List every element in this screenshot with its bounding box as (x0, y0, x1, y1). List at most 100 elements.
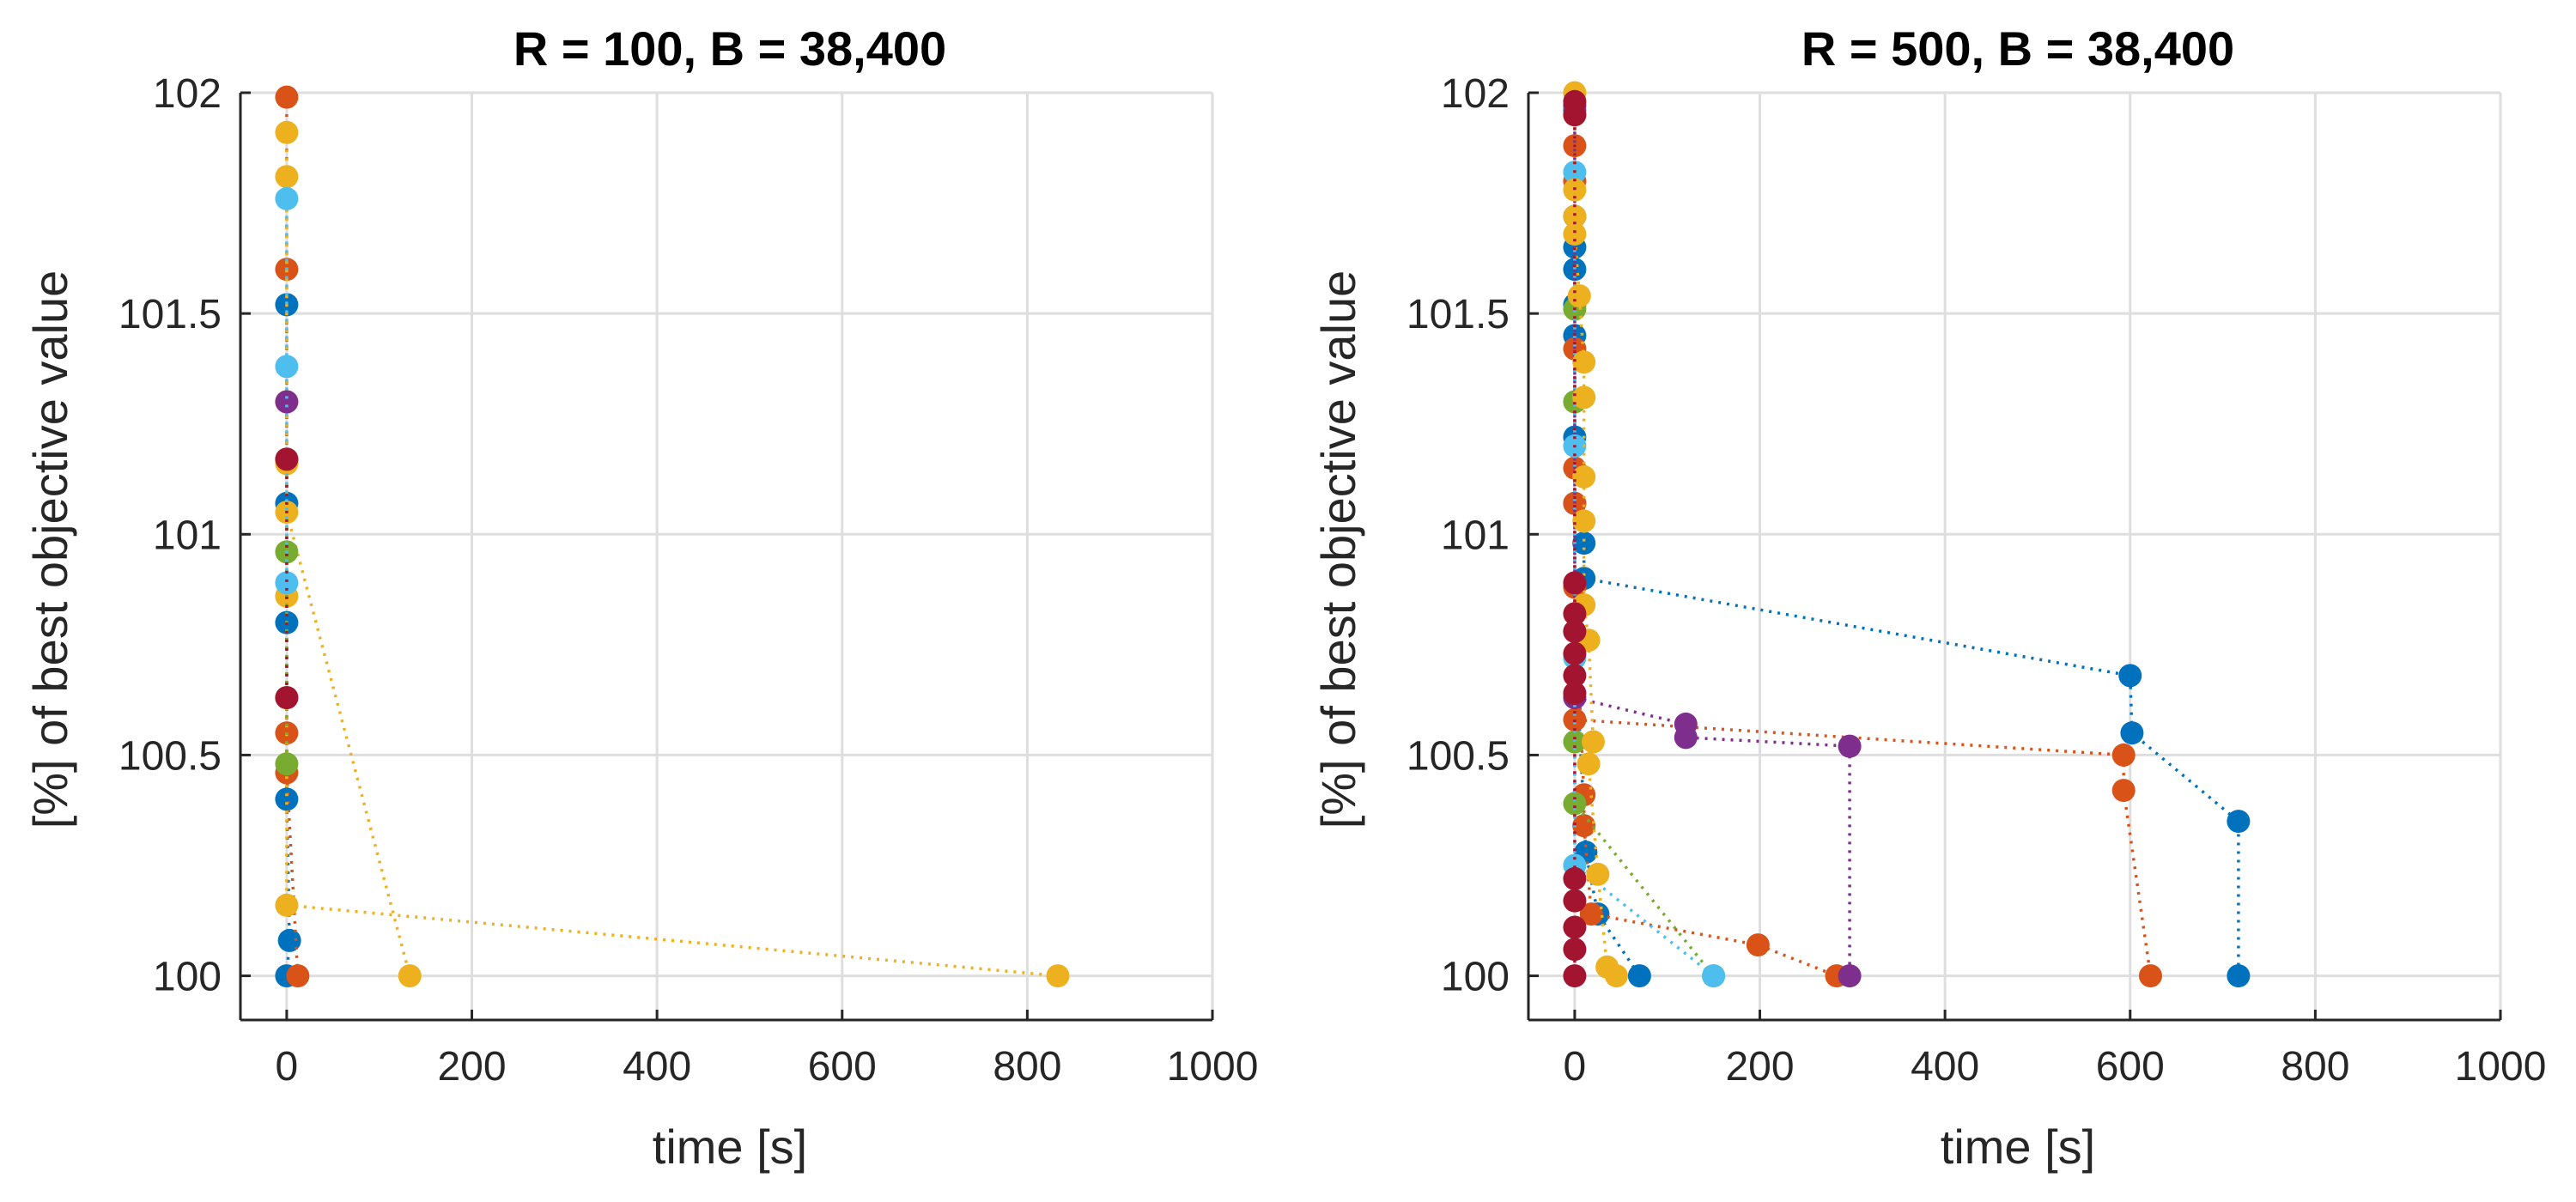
data-point (1046, 964, 1070, 988)
data-point (2120, 721, 2144, 745)
data-point (1674, 725, 1698, 750)
data-point (1577, 752, 1601, 776)
series-maroon (1563, 89, 1587, 988)
x-tick-label: 400 (1911, 1044, 1979, 1090)
data-point (1838, 964, 1862, 988)
series-blue-a (1572, 531, 2251, 988)
x-tick-label: 200 (1725, 1044, 1794, 1090)
data-point (1563, 964, 1587, 988)
data-point (1627, 964, 1651, 988)
data-point (2111, 779, 2136, 803)
data-point (275, 752, 299, 776)
y-axis-label: [%] of best objective value (1311, 270, 1365, 829)
grid (1528, 91, 2502, 1020)
series-line (1573, 106, 1851, 976)
x-tick-label: 800 (2281, 1044, 2349, 1090)
series-maroon (275, 447, 299, 710)
y-tick-label: 101 (1441, 513, 1510, 558)
y-tick-label: 101.5 (1406, 292, 1510, 337)
x-tick-label: 0 (1564, 1044, 1587, 1090)
data-point (1563, 681, 1587, 705)
data-point (1563, 204, 1587, 228)
data-point (1572, 464, 1596, 489)
chart-title: R = 100, B = 38,400 (513, 21, 946, 76)
data-point (275, 355, 299, 379)
series-line (1582, 543, 2240, 976)
data-point (275, 120, 299, 144)
data-point (1563, 571, 1587, 595)
data-point (1563, 103, 1587, 127)
x-axis-label: time [s] (653, 1120, 807, 1174)
series-line (285, 97, 300, 976)
data-point (2138, 964, 2162, 988)
data-point (1579, 902, 1603, 926)
data-point (275, 390, 299, 414)
series-orange (275, 85, 310, 988)
y-axis-label: [%] of best objective value (23, 270, 77, 829)
y-tick-label: 102 (153, 71, 222, 117)
data-point (1563, 938, 1587, 962)
chart-title: R = 500, B = 38,400 (1801, 21, 2234, 76)
data-point (1563, 222, 1587, 246)
series-cyan (275, 186, 299, 595)
data-point (1567, 284, 1591, 308)
data-point (1702, 964, 1726, 988)
data-point (2227, 964, 2251, 988)
data-point (286, 964, 310, 988)
data-point (275, 165, 299, 189)
data-point (1563, 619, 1587, 643)
data-point (1572, 385, 1596, 410)
data-point (2227, 810, 2251, 834)
y-tick-label: 100.5 (118, 733, 222, 779)
series-line (1573, 145, 2153, 976)
data-point (1838, 734, 1862, 758)
x-tick-label: 600 (808, 1044, 877, 1090)
data-point (1586, 862, 1610, 886)
chart-left: 0 200 400 600 800 1000 100 100.5 101 101.5 102 R = … (23, 21, 1258, 1174)
data-point (275, 686, 299, 710)
grid (240, 91, 1214, 1020)
y-tick-label: 101.5 (118, 292, 222, 337)
data-point (1746, 933, 1770, 957)
data-point (1563, 866, 1587, 890)
x-tick-label: 600 (2096, 1044, 2165, 1090)
series-line (285, 132, 1059, 978)
chart-right: 0 200 400 600 800 1000 100 100.5 101 101.5 102 R = … (1311, 21, 2546, 1174)
data-point (1563, 641, 1587, 665)
data-point (1581, 730, 1605, 754)
x-tick-label: 1000 (1167, 1044, 1259, 1090)
data-point (1563, 915, 1587, 939)
data-point (1604, 964, 1628, 988)
data-point (2111, 743, 2136, 767)
data-point (275, 893, 299, 917)
data-point (275, 447, 299, 471)
series-yellow (275, 120, 1070, 988)
series-orange-a (1563, 134, 2162, 988)
y-tick-label: 100 (1441, 955, 1510, 1000)
series-purple (1563, 94, 1862, 988)
x-tick-label: 800 (993, 1044, 1061, 1090)
data-point (1563, 664, 1587, 688)
data-point (1563, 792, 1587, 816)
series-orange-b (1563, 575, 1849, 988)
series-purple (275, 390, 299, 414)
data-point (275, 85, 299, 109)
data-point (1572, 509, 1596, 533)
data-point (1563, 889, 1587, 913)
x-axis-label: time [s] (1941, 1120, 2095, 1174)
data-point (1572, 350, 1596, 374)
data-point (275, 571, 299, 595)
x-tick-label: 200 (437, 1044, 506, 1090)
data-point (2118, 664, 2142, 688)
y-tick-label: 102 (1441, 71, 1510, 117)
x-tick-label: 0 (276, 1044, 299, 1090)
data-point (398, 964, 422, 988)
x-tick-label: 1000 (2455, 1044, 2547, 1090)
data-point (1563, 602, 1587, 626)
data-point (1572, 531, 1596, 555)
data-point (1572, 814, 1596, 838)
y-tick-label: 100 (153, 955, 222, 1000)
data-point (277, 928, 301, 952)
x-tick-label: 400 (623, 1044, 691, 1090)
